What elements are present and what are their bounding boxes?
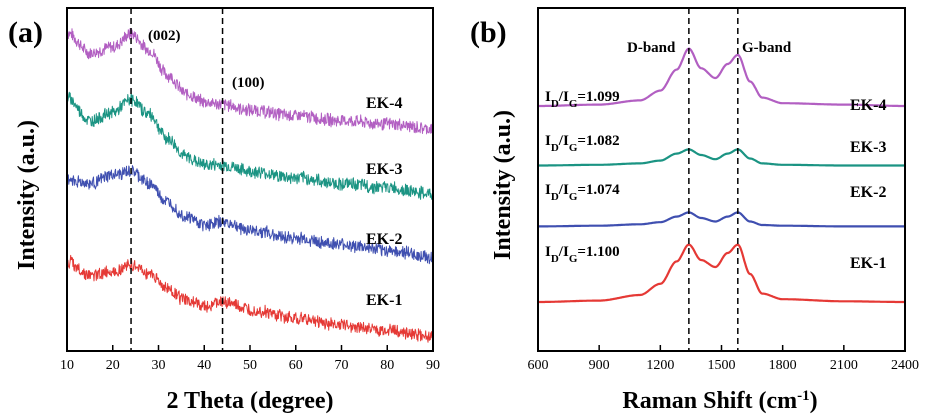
panel-a-plot-area — [66, 8, 434, 351]
panel-a-x-tick-label: 10 — [60, 358, 74, 373]
panel-b-series-label-ek1: EK-1 — [850, 255, 886, 272]
panel-a-ref-label-002: (002) — [148, 28, 181, 44]
panel-a-x-tick-label: 40 — [197, 358, 211, 373]
panel-b-x-tick-label: 1200 — [646, 358, 674, 373]
panel-a-x-tick-label: 20 — [106, 358, 120, 373]
panel-a-label: (a) — [8, 16, 43, 49]
panel-b-series-label-ek4: EK-4 — [850, 97, 886, 114]
ratio-ek4: ID/IG=1.099 — [545, 89, 620, 110]
panel-a-series-ek-3 — [66, 91, 434, 200]
panel-a-x-tick-label: 30 — [152, 358, 166, 373]
panel-b-series-label-ek3: EK-3 — [850, 139, 886, 156]
panel-a-series-label-ek4: EK-4 — [366, 95, 402, 112]
panel-b-series-ek-2 — [537, 211, 906, 228]
panel-a: (a) Intensity (a.u.) 2 Theta (degree) (0… — [8, 7, 440, 414]
panel-a-series-label-ek1: EK-1 — [366, 292, 402, 309]
panel-b-series-ek-1 — [537, 243, 906, 304]
panel-b-series-ek-4 — [537, 47, 906, 108]
panel-a-series-ek-4 — [66, 28, 434, 135]
panel-b-series-ek-3 — [537, 148, 906, 167]
panel-a-x-ticks: 10 20 30 40 50 60 70 80 90 — [60, 345, 440, 373]
panel-b-ref-label-g: G-band — [742, 40, 792, 56]
panel-b-x-tick-label: 900 — [589, 358, 610, 373]
panel-a-x-tick-label: 90 — [426, 358, 440, 373]
panel-a-xlabel: 2 Theta (degree) — [166, 388, 333, 414]
ratio-ek2: ID/IG=1.074 — [545, 182, 620, 203]
panel-b-plot-area — [537, 8, 906, 351]
ratio-ek3: ID/IG=1.082 — [545, 133, 620, 154]
panel-a-series-ek-1 — [66, 254, 434, 343]
panel-b-ylabel: Intensity (a.u.) — [490, 110, 516, 260]
panel-a-series-label-ek2: EK-2 — [366, 231, 402, 248]
panel-b-x-tick-label: 1800 — [769, 358, 797, 373]
panel-b-x-tick-label: 1500 — [708, 358, 736, 373]
panel-b: (b) Intensity (a.u.) Raman Shift (cm-1) … — [470, 7, 919, 414]
panel-b-x-tick-label: 600 — [528, 358, 549, 373]
panel-a-ref-label-100: (100) — [232, 75, 265, 91]
panel-a-x-tick-label: 60 — [289, 358, 303, 373]
panel-a-x-tick-label: 80 — [380, 358, 394, 373]
panel-b-xlabel: Raman Shift (cm-1) — [622, 388, 817, 414]
ratio-ek1: ID/IG=1.100 — [545, 244, 620, 265]
panel-a-series-ek-2 — [66, 165, 434, 265]
panel-a-series-label-ek3: EK-3 — [366, 161, 402, 178]
panel-a-x-tick-label: 50 — [243, 358, 257, 373]
panel-b-label: (b) — [470, 16, 507, 49]
panel-b-ref-label-d: D-band — [627, 40, 676, 56]
panel-a-ylabel: Intensity (a.u.) — [14, 120, 40, 270]
panel-a-x-tick-label: 70 — [335, 358, 349, 373]
panel-b-series-label-ek2: EK-2 — [850, 184, 886, 201]
panel-b-x-ticks: 600 900 1200 1500 1800 2100 2400 — [528, 345, 919, 373]
panel-b-x-tick-label: 2100 — [830, 358, 858, 373]
panel-b-x-tick-label: 2400 — [891, 358, 919, 373]
